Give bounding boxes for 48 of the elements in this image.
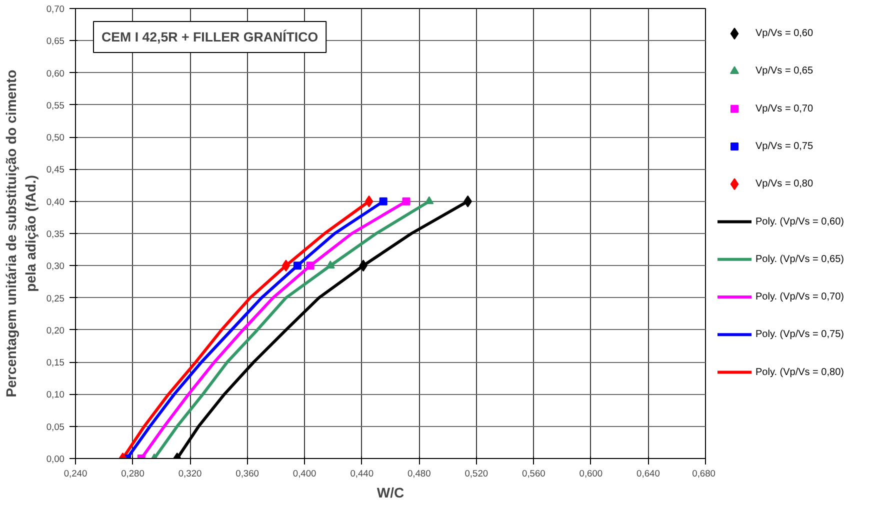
y-tick-label: 0,25 (46, 293, 64, 304)
y-tick-label: 0,35 (46, 229, 64, 239)
y-tick-label: 0,60 (46, 68, 64, 78)
x-tick-label: 0,640 (636, 468, 660, 478)
x-tick-label: 0,360 (236, 468, 259, 478)
x-tick-label: 0,320 (178, 468, 202, 478)
y-tick-label: 0,30 (46, 261, 64, 272)
legend-label: Poly. (Vp/Vs = 0,60) (756, 216, 844, 228)
y-tick-label: 0,65 (46, 36, 64, 46)
point (364, 195, 374, 208)
legend-label: Poly. (Vp/Vs = 0,70) (756, 292, 844, 303)
x-tick-label: 0,480 (407, 468, 431, 478)
point (293, 262, 302, 270)
x-tick-label: 0,560 (522, 468, 546, 478)
legend-label: Poly. (Vp/Vs = 0,75) (756, 329, 844, 340)
x-tick-label: 0,600 (579, 468, 603, 478)
legend-label: Vp/Vs = 0,65 (756, 66, 814, 77)
legend-label: Vp/Vs = 0,75 (756, 140, 814, 152)
legend-label: Vp/Vs = 0,60 (756, 28, 814, 40)
x-tick-label: 0,520 (464, 468, 488, 478)
y-tick-label: 0,70 (46, 4, 64, 14)
x-tick-label: 0,440 (350, 468, 374, 478)
point (282, 260, 290, 272)
point (402, 197, 410, 206)
y-tick-label: 0,00 (46, 454, 64, 464)
x-tick-label: 0,680 (692, 468, 716, 478)
y-tick-label: 0,40 (46, 196, 64, 207)
legend-label: Vp/Vs = 0,70 (756, 103, 814, 114)
y-tick-label: 0,15 (46, 358, 64, 368)
point (424, 196, 434, 204)
legend-label: Poly. (Vp/Vs = 0,80) (756, 366, 844, 378)
legend-label: Vp/Vs = 0,80 (756, 178, 814, 190)
x-tick-label: 0,280 (121, 468, 144, 478)
y-tick-label: 0,55 (46, 100, 64, 110)
y-tick-label: 0,50 (46, 132, 64, 143)
y-axis-title: Percentagem unitária de substituição do cimento pela adição (fAd.) (3, 70, 38, 398)
point (306, 262, 314, 270)
point (326, 260, 335, 268)
y-tick-label: 0,10 (46, 390, 64, 400)
point (379, 197, 388, 206)
x-axis-title: W/C (376, 484, 404, 500)
x-tick-label: 0,400 (292, 468, 316, 478)
legend-label: Poly. (Vp/Vs = 0,65) (756, 254, 844, 265)
y-tick-label: 0,20 (46, 325, 64, 336)
y-tick-label: 0,05 (46, 422, 64, 432)
y-tick-label: 0,45 (46, 164, 64, 175)
text: CEM I 42,5R + FILLER GRANÍTICO (102, 30, 318, 44)
x-tick-label: 0,240 (64, 468, 88, 478)
